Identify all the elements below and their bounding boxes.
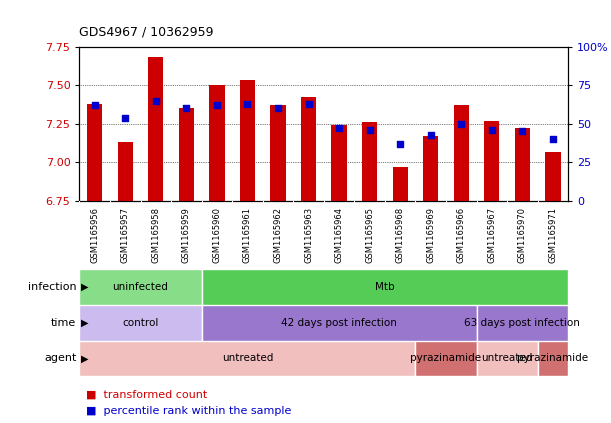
Point: [426, 131, 436, 138]
Text: GSM1165966: GSM1165966: [457, 207, 466, 263]
Point: [212, 102, 222, 109]
Bar: [87, 104, 103, 201]
Text: GSM1165959: GSM1165959: [182, 207, 191, 263]
Text: GSM1165962: GSM1165962: [274, 207, 282, 263]
Text: uninfected: uninfected: [112, 282, 169, 291]
Bar: [393, 167, 408, 201]
Text: 42 days post infection: 42 days post infection: [281, 318, 397, 327]
Bar: [515, 128, 530, 201]
Point: [273, 105, 283, 112]
Point: [456, 121, 466, 127]
Text: Mtb: Mtb: [375, 282, 395, 291]
Text: GSM1165967: GSM1165967: [488, 207, 496, 263]
Text: ▶: ▶: [81, 282, 89, 291]
Text: control: control: [122, 318, 159, 327]
Bar: [332, 125, 347, 201]
Point: [395, 140, 405, 147]
Bar: [538, 341, 568, 376]
Bar: [202, 305, 477, 341]
Bar: [546, 151, 561, 201]
Bar: [484, 121, 500, 201]
Bar: [477, 305, 568, 341]
Text: GSM1165956: GSM1165956: [90, 207, 99, 263]
Text: GSM1165960: GSM1165960: [213, 207, 221, 263]
Text: pyrazinamide: pyrazinamide: [518, 354, 588, 363]
Text: ▶: ▶: [81, 318, 89, 327]
Bar: [79, 305, 202, 341]
Bar: [453, 105, 469, 201]
Text: infection: infection: [27, 282, 76, 291]
Bar: [423, 136, 439, 201]
Bar: [79, 269, 202, 305]
Text: GSM1165961: GSM1165961: [243, 207, 252, 263]
Point: [90, 102, 100, 109]
Bar: [362, 122, 378, 201]
Bar: [477, 341, 538, 376]
Text: untreated: untreated: [222, 354, 273, 363]
Text: ■  transformed count: ■ transformed count: [86, 389, 207, 399]
Point: [151, 97, 161, 104]
Text: GSM1165971: GSM1165971: [549, 207, 557, 263]
Point: [518, 128, 527, 135]
Point: [365, 126, 375, 133]
Text: agent: agent: [44, 354, 76, 363]
Text: GSM1165968: GSM1165968: [396, 207, 404, 263]
Bar: [79, 341, 415, 376]
Text: 63 days post infection: 63 days post infection: [464, 318, 580, 327]
Text: GSM1165970: GSM1165970: [518, 207, 527, 263]
Bar: [179, 108, 194, 201]
Bar: [240, 80, 255, 201]
Point: [181, 105, 191, 112]
Text: ▶: ▶: [81, 354, 89, 363]
Text: GSM1165958: GSM1165958: [152, 207, 160, 263]
Point: [243, 100, 252, 107]
Text: time: time: [51, 318, 76, 327]
Text: GSM1165969: GSM1165969: [426, 207, 435, 263]
Text: pyrazinamide: pyrazinamide: [411, 354, 481, 363]
Bar: [202, 269, 568, 305]
Bar: [148, 58, 164, 201]
Text: GSM1165957: GSM1165957: [121, 207, 130, 263]
Point: [548, 136, 558, 143]
Text: ■  percentile rank within the sample: ■ percentile rank within the sample: [86, 406, 291, 416]
Bar: [301, 97, 316, 201]
Text: GSM1165963: GSM1165963: [304, 207, 313, 263]
Text: GSM1165965: GSM1165965: [365, 207, 374, 263]
Point: [334, 125, 344, 132]
Point: [487, 126, 497, 133]
Bar: [118, 142, 133, 201]
Point: [120, 114, 130, 121]
Bar: [270, 105, 285, 201]
Bar: [415, 341, 477, 376]
Text: untreated: untreated: [481, 354, 533, 363]
Text: GDS4967 / 10362959: GDS4967 / 10362959: [79, 25, 214, 38]
Bar: [209, 85, 225, 201]
Text: GSM1165964: GSM1165964: [335, 207, 343, 263]
Point: [304, 100, 313, 107]
